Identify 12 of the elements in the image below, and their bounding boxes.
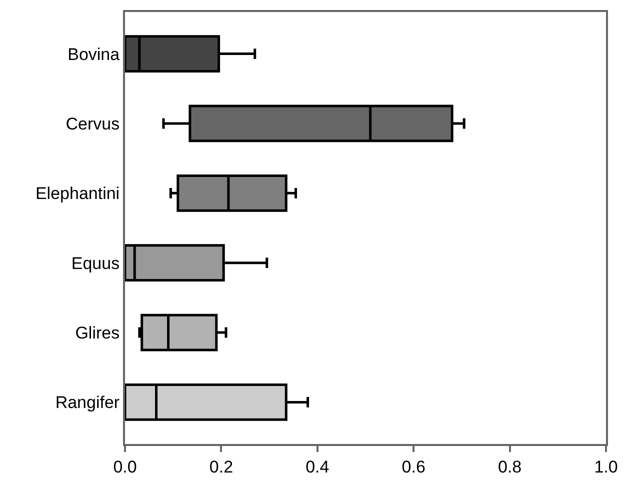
- y-tick-label: Elephantini: [35, 184, 120, 204]
- y-tick-label: Bovina: [68, 44, 120, 64]
- x-tick-label: 0.2: [209, 457, 234, 476]
- x-tick-label: 0.8: [498, 457, 522, 476]
- x-tick-label: 0.4: [306, 457, 330, 476]
- y-tick-label: Rangifer: [55, 393, 120, 412]
- x-tick-label: 0.6: [402, 457, 426, 476]
- y-tick-label: Cervus: [66, 114, 120, 134]
- x-tick-label: 1.0: [594, 457, 618, 476]
- y-tick-label: Glires: [75, 323, 120, 342]
- y-tick-label: Equus: [71, 254, 120, 273]
- x-tick-label: 0.0: [113, 457, 137, 476]
